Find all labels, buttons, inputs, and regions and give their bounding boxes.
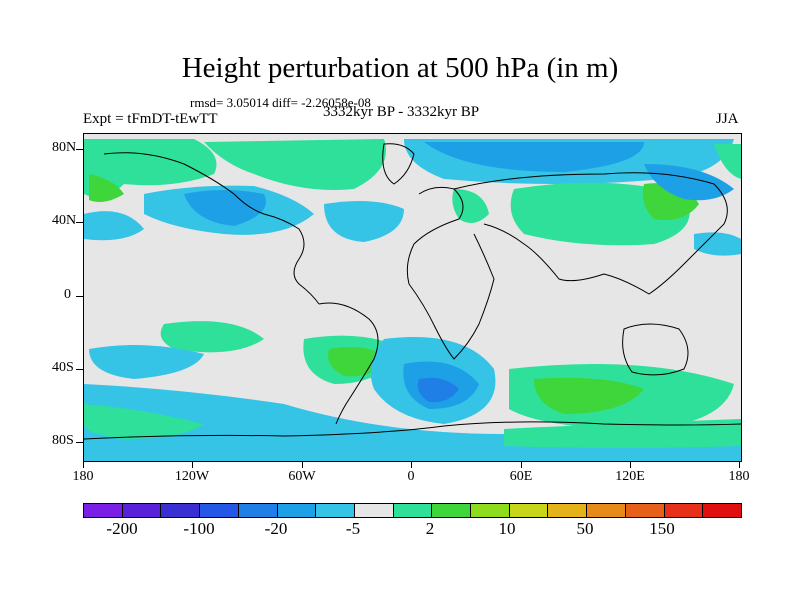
field-neg-siberia-core [424,142,644,172]
colorbar-swatch-11 [509,504,549,517]
plot-title: Height perturbation at 500 hPa (in m) [181,52,619,84]
field-pos-antarctic [84,404,204,439]
x-tick-label: 180 [72,469,94,484]
colorbar-swatch-8 [393,504,433,517]
field-pos-indian-ocean-core [534,377,644,414]
colorbar-label: 2 [425,519,435,538]
y-tick-label: 40N [52,213,77,228]
colorbar-swatch-2 [161,504,201,517]
y-tickmark-40n [76,222,83,223]
field-neg-north-america-core [184,190,266,226]
map-panel [83,133,742,462]
field-neg-atlantic [324,200,404,242]
x-tick-label: 0 [407,469,415,484]
x-tickmark [302,461,303,468]
colorbar-label: -5 [345,519,361,538]
colorbar-swatch-4 [238,504,278,517]
colorbar-swatch-1 [122,504,162,517]
x-tickmark [411,461,412,468]
colorbar-swatch-6 [316,504,355,517]
statistics-label: rmsd= 3.05014 diff= -2.26058e-08 [190,95,371,110]
x-tickmark [630,461,631,468]
x-tick-label: 180 [728,469,750,484]
y-tick-label: 40S [52,360,74,375]
field-pos-north-canada [204,139,386,190]
field-neg-southern-ocean-core [417,377,459,403]
colorbar-swatch-7 [354,504,394,517]
colorbar-swatch-14 [625,504,665,517]
y-tickmark-40s [76,369,83,370]
coastline-greenland [382,143,415,185]
colorbar-swatch-16 [703,504,741,517]
x-tick-label: 120E [615,469,645,484]
y-tick-label: 80S [52,433,74,448]
colorbar-swatch-12 [548,504,588,517]
x-tickmark [83,461,84,468]
colorbar-label: -20 [264,519,288,538]
field-pos-north-pacific [84,139,217,198]
colorbar-swatch-9 [432,504,472,517]
colorbar [83,503,742,518]
y-tick-label: 0 [64,287,71,302]
colorbar-label: 10 [498,519,516,538]
field-neg-south-pacific-west [89,345,204,379]
x-tick-label: 60W [288,469,316,484]
x-tickmark [192,461,193,468]
height-field-map [84,134,741,461]
x-tick-label: 60E [509,469,533,484]
colorbar-swatch-15 [664,504,704,517]
x-tickmark [739,461,740,468]
coastline-asia [453,172,728,295]
field-neg-east-pacific [694,232,741,256]
coastline-europe-africa [406,186,495,360]
field-neg-east-asia [644,164,734,201]
colorbar-label: 50 [576,519,594,538]
y-tick-label: 80N [52,140,77,155]
y-tickmark-80n [76,149,83,150]
coastline-antarctica [84,421,741,440]
colorbar-label: -100 [183,519,215,538]
y-tickmark-80s [76,442,83,443]
period-label: 3332kyr BP - 3332kyr BP [323,104,480,120]
field-pos-antarctic-east [504,419,741,448]
x-tick-label: 120W [174,469,210,484]
coastline-australia [622,323,689,376]
experiment-label: Expt = tFmDT-tEwTT [83,111,218,127]
coastline-south-america [318,302,379,425]
colorbar-swatch-13 [587,504,626,517]
coastline-north-america [103,152,320,305]
field-pos-north-edge [714,144,741,179]
colorbar-swatch-5 [277,504,317,517]
field-pos-north-pacific-core [89,174,124,202]
colorbar-swatch-0 [84,504,123,517]
field-pos-south-pacific [160,321,264,353]
season-label: JJA [716,111,739,127]
y-tickmark-0 [76,296,83,297]
x-tickmark [521,461,522,468]
colorbar-swatch-10 [471,504,510,517]
coastlines [84,143,741,440]
field-neg-west-pacific [84,211,144,241]
colorbar-label: 150 [649,519,675,538]
colorbar-label: -200 [106,519,138,538]
colorbar-swatch-3 [200,504,239,517]
